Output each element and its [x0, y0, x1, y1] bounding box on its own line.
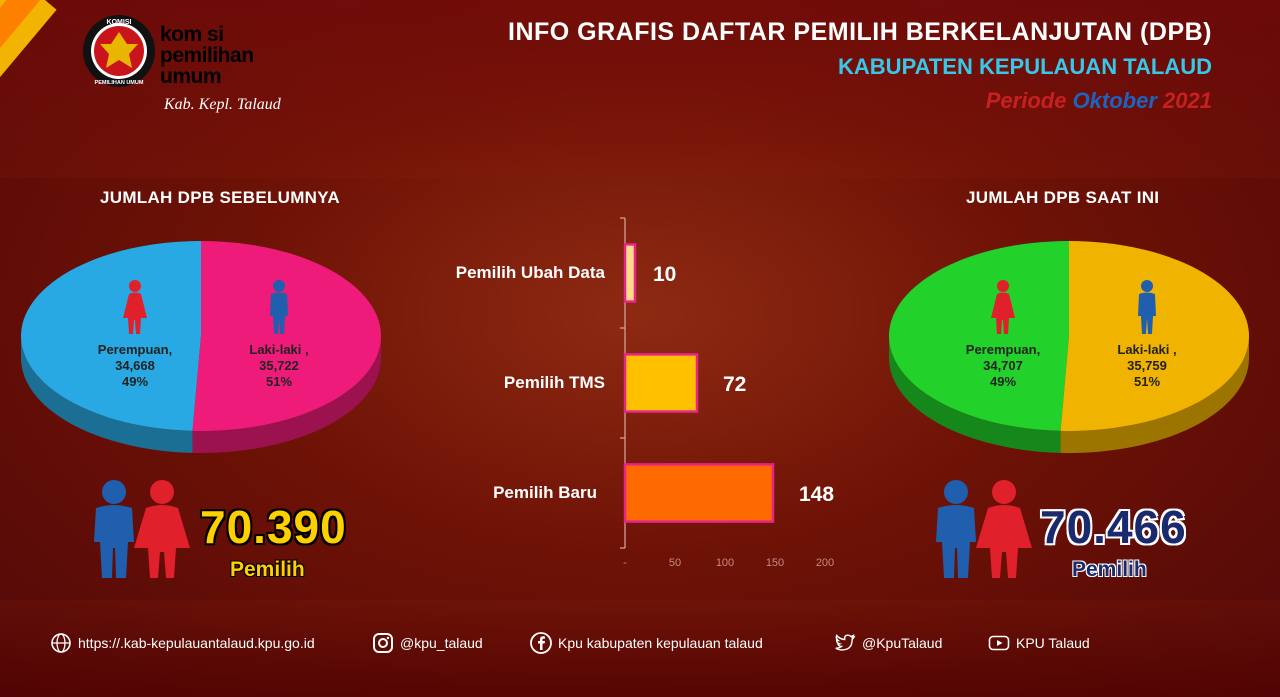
footer-facebook-text: Kpu kabupaten kepulauan talaud	[558, 635, 763, 651]
prev-male-person-icon	[270, 280, 288, 334]
curr-female-label-0: Perempuan,	[966, 342, 1040, 357]
bar-x-tick-label: 100	[716, 557, 734, 569]
total-previous-label: Pemilih	[230, 558, 305, 581]
footer-twitter-text: @KpuTalaud	[862, 635, 943, 651]
footer-instagram[interactable]: @kpu_talaud	[372, 632, 483, 654]
curr-female-person-icon	[991, 280, 1015, 334]
bar-x-tick-label: -	[623, 557, 627, 569]
prev-female-label-0: Perempuan,	[98, 342, 172, 357]
prev-slice-female-side	[21, 336, 193, 453]
bar-value-label-0: 10	[653, 263, 676, 286]
bar-value-label-2: 148	[799, 483, 834, 506]
prev-male-label-1: 35,722	[259, 358, 299, 373]
twitter-icon	[835, 634, 856, 651]
bar-x-tick-label: 200	[816, 557, 834, 569]
bar-x-tick-label: 150	[766, 557, 784, 569]
curr-female-label-1: 34,707	[983, 358, 1023, 373]
curr-female-label-2: 49%	[990, 374, 1016, 389]
kpu-logo: KOMISI PEMILIHAN UMUM kom si pemilihan u…	[82, 14, 322, 124]
prev-male-label-2: 51%	[266, 374, 292, 389]
total-current-label: Pemilih	[1072, 558, 1147, 581]
prev-male-label-0: Laki-laki ,	[249, 342, 308, 357]
bar-value-label-1: 72	[723, 373, 746, 396]
wordmark-line2: pemilihan	[160, 44, 254, 67]
periode-text: Periode Oktober 2021	[986, 88, 1212, 114]
left-pie-title: JUMLAH DPB SEBELUMNYA	[100, 188, 340, 207]
right-pie-title: JUMLAH DPB SAAT INI	[966, 188, 1160, 207]
total-previous: 70.390	[200, 501, 347, 553]
youtube-icon	[988, 635, 1010, 651]
bar-2	[623, 463, 775, 523]
footer-facebook[interactable]: Kpu kabupaten kepulauan talaud	[530, 632, 763, 654]
curr-slice-female	[888, 241, 1069, 431]
instagram-icon	[373, 633, 393, 653]
footer-band	[0, 600, 1280, 697]
bar-label-baru: Pemilih Baru	[493, 483, 597, 502]
bar-x-tick-label: 50	[669, 557, 681, 569]
periode-year: 2021	[1163, 88, 1212, 113]
kpu-wordmark: kom si pemilihan umum	[160, 24, 254, 87]
badge-top-text: KOMISI	[107, 19, 132, 26]
footer-youtube-text: KPU Talaud	[1016, 635, 1090, 651]
footer-twitter[interactable]: @KpuTalaud	[834, 632, 942, 654]
bar-0	[623, 243, 637, 303]
badge-bottom-text: PEMILIHAN UMUM	[95, 80, 144, 86]
curr-male-person-icon	[1138, 280, 1156, 334]
kpu-badge-icon: KOMISI PEMILIHAN UMUM	[83, 15, 155, 87]
footer-website[interactable]: https://.kab-kepulauantalaud.kpu.go.id	[50, 632, 315, 654]
prev-slice-female	[20, 241, 201, 431]
curr-slice-male-side	[1060, 336, 1249, 453]
bar-label-ubah-data: Pemilih Ubah Data	[455, 263, 605, 282]
prev-slice-male	[192, 241, 381, 431]
wordmark-line1: kom si	[160, 23, 224, 46]
curr-slice-male	[1060, 241, 1249, 431]
prev-female-label-1: 34,668	[115, 358, 155, 373]
bar-chart: 10 72 148 - 50 100 150 200	[620, 217, 834, 569]
prev-female-label-2: 49%	[122, 374, 148, 389]
prev-female-person-icon	[123, 280, 147, 334]
curr-male-label-1: 35,759	[1127, 358, 1167, 373]
curr-male-label-0: Laki-laki ,	[1117, 342, 1176, 357]
bar-label-tms: Pemilih TMS	[503, 373, 605, 392]
periode-prefix: Periode	[985, 88, 1067, 113]
footer-website-text: https://.kab-kepulauantalaud.kpu.go.id	[78, 635, 315, 651]
curr-slice-female-side	[889, 336, 1061, 453]
prev-slice-male-side	[192, 336, 381, 453]
wordmark-line3: umum	[160, 65, 221, 88]
facebook-icon	[530, 632, 552, 654]
voters-people-icon-right	[936, 480, 1032, 578]
curr-male-label-2: 51%	[1134, 374, 1160, 389]
page-subtitle: KABUPATEN KEPULAUAN TALAUD	[838, 54, 1212, 79]
page-title: INFO GRAFIS DAFTAR PEMILIH BERKELANJUTAN…	[508, 18, 1212, 46]
total-current: 70.466	[1040, 501, 1187, 553]
voters-people-icon-left	[94, 480, 190, 578]
footer: https://.kab-kepulauantalaud.kpu.go.id @…	[50, 632, 1230, 658]
bar-1	[623, 353, 699, 413]
globe-icon	[51, 633, 71, 653]
periode-month: Oktober	[1072, 88, 1157, 113]
footer-youtube[interactable]: KPU Talaud	[988, 632, 1090, 654]
footer-instagram-text: @kpu_talaud	[400, 635, 483, 651]
logo-subtitle: Kab. Kepl. Talaud	[164, 96, 281, 113]
